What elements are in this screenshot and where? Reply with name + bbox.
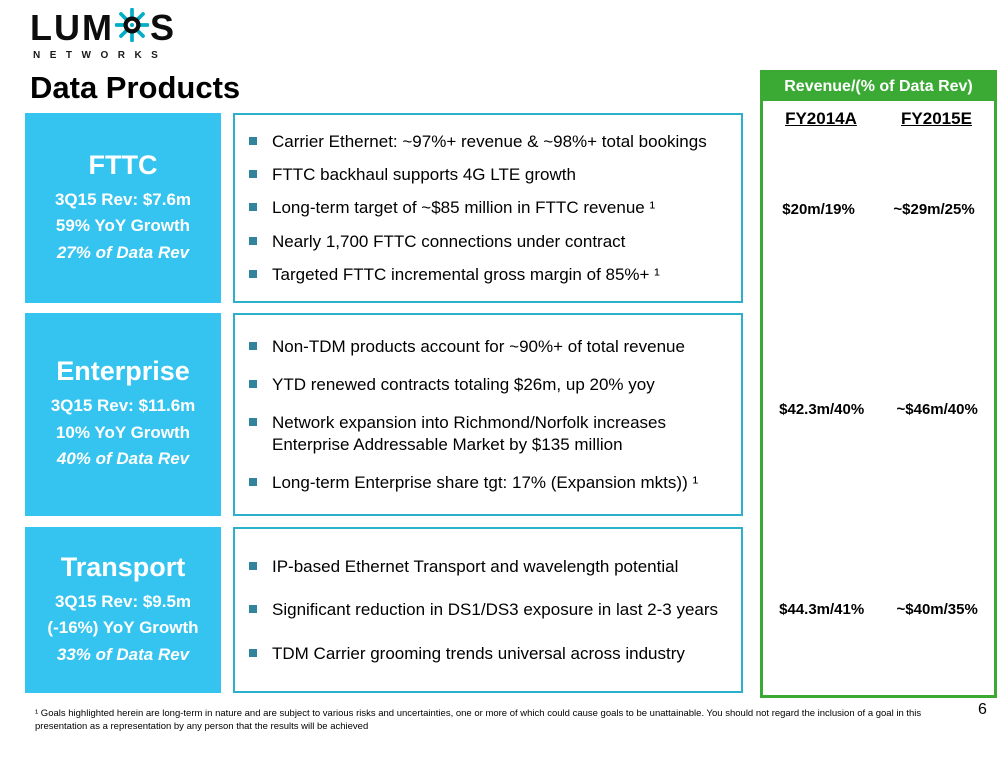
product-box-transport: Transport 3Q15 Rev: $9.5m (-16%) YoY Gro…	[25, 527, 221, 693]
square-bullet-icon	[249, 477, 257, 486]
footnote: ¹ Goals highlighted herein are long-term…	[35, 708, 922, 733]
bullet-text: Network expansion into Richmond/Norfolk …	[272, 413, 667, 454]
product-name: Enterprise	[56, 356, 190, 387]
bullet-text: Long-term Enterprise share tgt: 17% (Exp…	[272, 472, 699, 492]
list-item: IP-based Ethernet Transport and waveleng…	[249, 556, 727, 577]
transport-fy2015e-value: ~$40m/35%	[896, 601, 978, 618]
product-growth: 10% YoY Growth	[55, 422, 191, 442]
lumos-logo: LUM S NETWORKS	[30, 7, 230, 61]
product-row-enterprise: Enterprise 3Q15 Rev: $11.6m 10% YoY Grow…	[0, 313, 1008, 516]
page-number: 6	[978, 701, 987, 718]
bullet-box-enterprise: Non-TDM products account for ~90%+ of to…	[233, 313, 743, 516]
bullet-text: YTD renewed contracts totaling $26m, up …	[272, 375, 655, 395]
sunburst-icon	[114, 7, 150, 48]
list-item: FTTC backhaul supports 4G LTE growth	[249, 164, 727, 185]
logo-subtext: NETWORKS	[33, 50, 168, 61]
transport-fy2014a-value: $44.3m/41%	[779, 601, 865, 618]
square-bullet-icon	[249, 203, 257, 212]
bullet-text: Non-TDM products account for ~90%+ of to…	[272, 336, 685, 356]
product-growth: (-16%) YoY Growth	[47, 618, 199, 638]
revenue-panel-header: Revenue/(% of Data Rev)	[763, 73, 994, 101]
bullet-text: Nearly 1,700 FTTC connections under cont…	[272, 231, 626, 251]
list-item: TDM Carrier grooming trends universal ac…	[249, 643, 727, 664]
column-header-fy2014a: FY2014A	[785, 109, 857, 128]
product-row-fttc: FTTC 3Q15 Rev: $7.6m 59% YoY Growth 27% …	[0, 113, 1008, 303]
list-item: Long-term target of ~$85 million in FTTC…	[249, 197, 727, 218]
revenue-column-headers: FY2014A FY2015E	[763, 109, 994, 129]
list-item: Nearly 1,700 FTTC connections under cont…	[249, 231, 727, 252]
product-rev: 3Q15 Rev: $9.5m	[54, 591, 192, 611]
square-bullet-icon	[249, 649, 257, 658]
revenue-panel: Revenue/(% of Data Rev) FY2014A FY2015E …	[760, 70, 997, 698]
fttc-fy2014a-value: $20m/19%	[782, 201, 855, 218]
fttc-fy2015e-value: ~$29m/25%	[893, 201, 975, 218]
square-bullet-icon	[249, 418, 257, 427]
list-item: YTD renewed contracts totaling $26m, up …	[249, 374, 727, 395]
enterprise-fy2015e-value: ~$46m/40%	[896, 401, 978, 418]
enterprise-fy2014a-value: $42.3m/40%	[779, 401, 865, 418]
logo-wordmark: LUM S	[30, 7, 230, 48]
list-item: Non-TDM products account for ~90%+ of to…	[249, 336, 727, 357]
revenue-row-enterprise: $42.3m/40% ~$46m/40%	[763, 401, 994, 418]
square-bullet-icon	[249, 136, 257, 145]
revenue-row-fttc: $20m/19% ~$29m/25%	[763, 201, 994, 218]
square-bullet-icon	[249, 236, 257, 245]
list-item: Targeted FTTC incremental gross margin o…	[249, 264, 727, 285]
bullet-text: Significant reduction in DS1/DS3 exposur…	[272, 600, 719, 620]
square-bullet-icon	[249, 341, 257, 350]
page-title: Data Products	[30, 70, 241, 105]
product-share: 27% of Data Rev	[56, 242, 190, 262]
bullet-text: Targeted FTTC incremental gross margin o…	[272, 264, 660, 284]
bullet-box-fttc: Carrier Ethernet: ~97%+ revenue & ~98%+ …	[233, 113, 743, 303]
list-item: Network expansion into Richmond/Norfolk …	[249, 412, 727, 455]
bullet-text: Carrier Ethernet: ~97%+ revenue & ~98%+ …	[272, 131, 707, 151]
square-bullet-icon	[249, 380, 257, 389]
list-item: Significant reduction in DS1/DS3 exposur…	[249, 599, 727, 620]
list-item: Carrier Ethernet: ~97%+ revenue & ~98%+ …	[249, 131, 727, 152]
bullet-box-transport: IP-based Ethernet Transport and waveleng…	[233, 527, 743, 693]
product-box-enterprise: Enterprise 3Q15 Rev: $11.6m 10% YoY Grow…	[25, 313, 221, 516]
bullet-text: FTTC backhaul supports 4G LTE growth	[272, 165, 576, 185]
revenue-row-transport: $44.3m/41% ~$40m/35%	[763, 601, 994, 618]
bullet-text: IP-based Ethernet Transport and waveleng…	[272, 556, 679, 576]
bullet-text: Long-term target of ~$85 million in FTTC…	[272, 198, 656, 218]
product-growth: 59% YoY Growth	[55, 216, 191, 236]
product-box-fttc: FTTC 3Q15 Rev: $7.6m 59% YoY Growth 27% …	[25, 113, 221, 303]
product-row-transport: Transport 3Q15 Rev: $9.5m (-16%) YoY Gro…	[0, 527, 1008, 693]
product-name: FTTC	[88, 149, 158, 180]
list-item: Long-term Enterprise share tgt: 17% (Exp…	[249, 472, 727, 493]
square-bullet-icon	[249, 170, 257, 179]
logo-text-start: LUM	[30, 7, 114, 48]
product-name: Transport	[60, 551, 186, 582]
product-rev: 3Q15 Rev: $11.6m	[50, 396, 196, 416]
column-header-fy2015e: FY2015E	[901, 109, 972, 128]
square-bullet-icon	[249, 269, 257, 278]
product-share: 40% of Data Rev	[56, 449, 190, 469]
product-rev: 3Q15 Rev: $7.6m	[54, 189, 192, 209]
logo-text-end: S	[149, 7, 176, 48]
square-bullet-icon	[249, 561, 257, 570]
product-share: 33% of Data Rev	[56, 644, 190, 664]
square-bullet-icon	[249, 605, 257, 614]
bullet-text: TDM Carrier grooming trends universal ac…	[272, 644, 685, 664]
